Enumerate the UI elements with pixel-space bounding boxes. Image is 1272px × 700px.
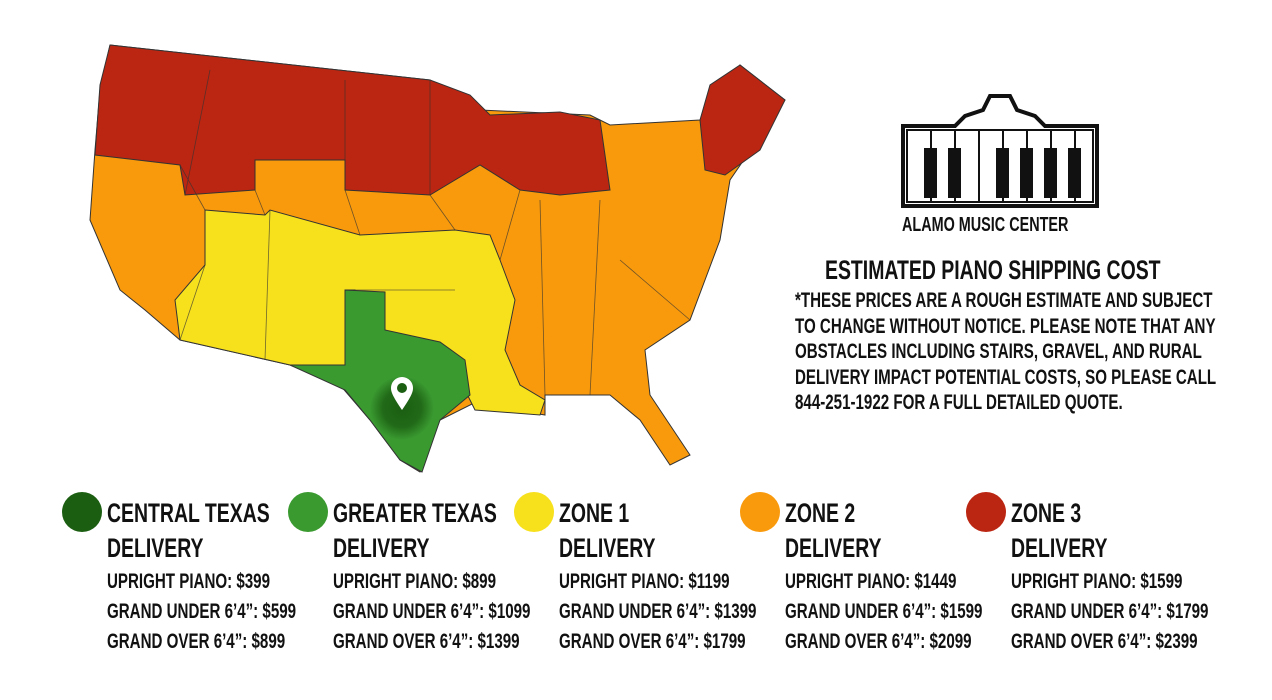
grand-under-price: GRAND UNDER 6’4”: $1799: [1011, 600, 1209, 623]
zone-title: ZONE 3: [1011, 498, 1082, 528]
upright-price: UPRIGHT PIANO: $1449: [785, 570, 957, 593]
location-pin-icon: [391, 377, 413, 410]
grand-over-price: GRAND OVER 6’4”: $899: [107, 630, 286, 653]
zone-3-northeast-region: [699, 64, 786, 176]
grand-over-price: GRAND OVER 6’4”: $2399: [1011, 630, 1198, 653]
zone-3-north-region: [94, 44, 611, 196]
zone-color-swatch: [62, 492, 102, 532]
grand-over-price: GRAND OVER 6’4”: $2099: [785, 630, 972, 653]
zone-title: DELIVERY: [559, 533, 656, 563]
disclaimer-note: *THESE PRICES ARE A ROUGH ESTIMATE AND S…: [795, 288, 1272, 416]
page-title: ESTIMATED PIANO SHIPPING COST: [825, 255, 1161, 285]
upright-price: UPRIGHT PIANO: $399: [107, 570, 271, 593]
zone-title: GREATER TEXAS: [333, 498, 497, 528]
note-line: TO CHANGE WITHOUT NOTICE. PLEASE NOTE TH…: [795, 314, 1216, 338]
note-line: *THESE PRICES ARE A ROUGH ESTIMATE AND S…: [795, 289, 1213, 312]
grand-over-price: GRAND OVER 6’4”: $1399: [333, 630, 520, 653]
grand-under-price: GRAND UNDER 6’4”: $1599: [785, 600, 983, 623]
upright-price: UPRIGHT PIANO: $1199: [559, 570, 730, 593]
us-shipping-zone-map: [89, 44, 786, 473]
upright-price: UPRIGHT PIANO: $899: [333, 570, 497, 593]
logo-text: ALAMO MUSIC CENTER: [902, 214, 1069, 236]
grand-under-price: GRAND UNDER 6’4”: $1399: [559, 600, 757, 623]
zone-title: DELIVERY: [785, 533, 882, 563]
grand-over-price: GRAND OVER 6’4”: $1799: [559, 630, 746, 653]
note-line: OBSTACLES INCLUDING STAIRS, GRAVEL, AND …: [795, 340, 1202, 363]
zone-color-swatch: [288, 492, 328, 532]
alamo-music-center-logo: [901, 94, 1099, 208]
note-line: 844-251-1922 FOR A FULL DETAILED QUOTE.: [795, 391, 1123, 414]
zone-title: ZONE 2: [785, 498, 856, 528]
zone-title: DELIVERY: [107, 533, 204, 563]
note-line: DELIVERY IMPACT POTENTIAL COSTS, SO PLEA…: [795, 365, 1217, 389]
zone-title: DELIVERY: [1011, 533, 1108, 563]
grand-under-price: GRAND UNDER 6’4”: $1099: [333, 600, 531, 623]
zone-color-swatch: [740, 492, 780, 532]
upright-price: UPRIGHT PIANO: $1599: [1011, 570, 1183, 593]
zone-color-swatch: [514, 492, 554, 532]
zone-color-swatch: [966, 492, 1006, 532]
zone-title: DELIVERY: [333, 533, 430, 563]
zone-title: ZONE 1: [559, 498, 630, 528]
grand-under-price: GRAND UNDER 6’4”: $599: [107, 600, 297, 623]
zone-title: CENTRAL TEXAS: [107, 498, 270, 528]
